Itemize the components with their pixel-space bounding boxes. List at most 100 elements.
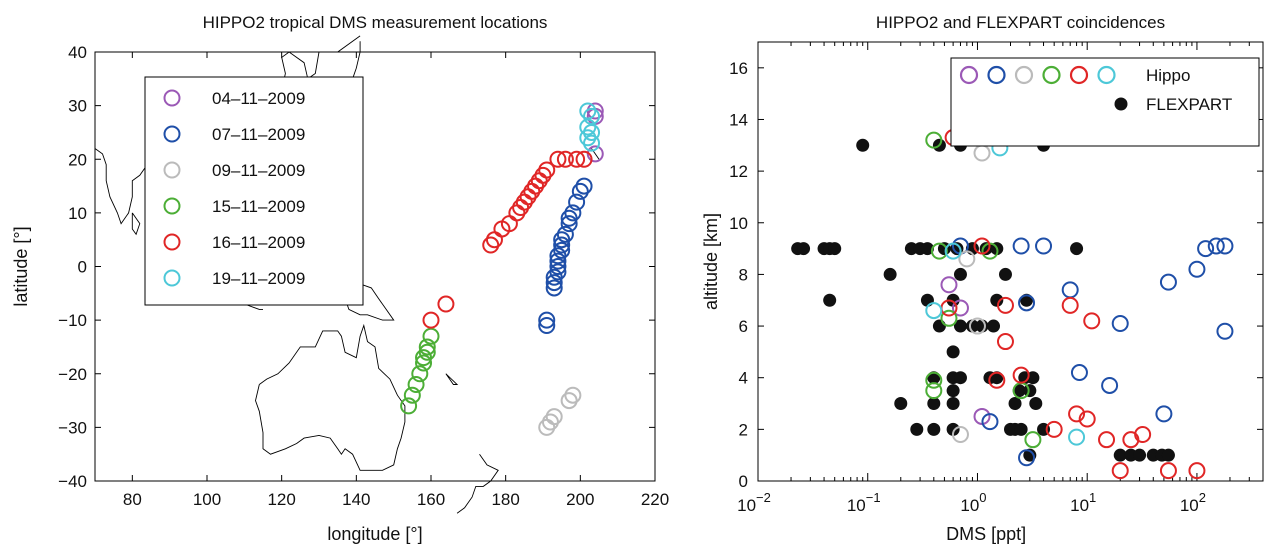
flexpart-point [953,319,967,333]
flexpart-point [946,345,960,359]
hippo-point [940,276,958,294]
hippo-point [1197,240,1215,258]
hippo-point [925,302,943,320]
flexpart-point [946,293,960,307]
map-point-1 [538,311,556,329]
dms-ytick-label: 10 [729,214,748,233]
flexpart-point [1008,397,1022,411]
map-xtick-label: 140 [342,490,370,509]
hippo-point [951,426,969,444]
flexpart-point [894,397,908,411]
map-legend-marker-3 [163,197,181,215]
map-legend-label-1: 07–11–2009 [212,125,305,144]
flexpart-point [927,397,941,411]
flexpart-point [932,319,946,333]
hippo-point [958,250,976,268]
dms-legend-hippo-marker [1097,65,1116,85]
map-legend-box [144,76,364,306]
map-xlabel: longitude [°] [327,524,422,544]
dms-xtick-label: 102 [1180,490,1206,515]
hippo-point [1111,314,1129,332]
map-point-4 [568,150,586,168]
flexpart-point [823,293,837,307]
hippo-point [1068,428,1086,446]
map-point-1 [553,241,571,259]
map-legend-label-4: 16–11–2009 [212,233,305,252]
dms-xtick-label: 100 [960,490,986,515]
flexpart-point [828,242,842,256]
flexpart-point [946,397,960,411]
coastline-segment-0 [255,323,406,471]
map-point-3 [415,354,433,372]
map-point-4 [538,161,556,179]
hippo-point [1070,364,1088,382]
coastline-segment-11 [445,373,459,385]
hippo-point [1024,431,1042,449]
hippo-point [1159,273,1177,291]
flexpart-point [998,267,1012,281]
hippo-point [925,382,943,400]
map-point-3 [403,386,421,404]
map-ytick-label: 30 [68,97,87,116]
dms-legend-flexpart-marker [1114,97,1128,111]
dms-legend-hippo-marker [1014,65,1034,85]
dms-xtick-label: 10−2 [737,490,771,515]
flexpart-point [975,319,989,333]
map-point-3 [422,327,440,345]
flexpart-point [953,371,967,385]
map-legend-label-3: 15–11–2009 [212,197,305,216]
dms-ytick-label: 16 [729,59,748,78]
map-ytick-label: 40 [68,43,87,62]
dms-legend-box [950,57,1260,147]
flexpart-point [927,422,941,436]
map-legend-marker-1 [163,125,181,143]
hippo-point [1012,366,1030,384]
flexpart-point [987,319,1001,333]
hippo-point [968,317,986,335]
flexpart-point [1133,448,1147,462]
map-point-1 [556,225,574,243]
hippo-point [1061,296,1079,314]
map-xtick-label: 80 [123,490,142,509]
map-ytick-label: 20 [68,150,87,169]
dms-title: HIPPO2 and FLEXPART coincidences [876,13,1165,32]
map-legend-marker-4 [163,233,181,251]
flexpart-point [965,319,979,333]
flexpart-point [1029,397,1043,411]
hippo-point [1159,462,1177,480]
map-legend-label-0: 04–11–2009 [212,89,305,108]
map-point-1 [545,274,563,292]
hippo-point [1012,237,1030,255]
flexpart-point [1026,371,1040,385]
map-point-3 [411,365,429,383]
coastline-segment-9 [131,212,141,236]
map-point-1 [549,252,567,270]
map-legend-marker-5 [163,269,181,287]
flexpart-point [953,267,967,281]
map-legend-marker-0 [163,89,181,107]
hippo-point [1216,322,1234,340]
hippo-point [996,296,1014,314]
hippo-point [940,309,958,327]
flexpart-point [910,422,924,436]
map-point-2 [545,408,563,426]
dms-xtick-label: 10−1 [847,490,881,515]
map-point-1 [560,215,578,233]
dms-ytick-label: 12 [729,162,748,181]
hippo-point [996,333,1014,351]
hippo-point [1101,376,1119,394]
map-point-4 [422,311,440,329]
flexpart-point [1070,242,1084,256]
map-point-1 [538,316,556,334]
map-point-4 [575,150,593,168]
map-point-3 [400,397,418,415]
hippo-point [1134,426,1152,444]
map-point-1 [575,177,593,195]
flexpart-point [920,242,934,256]
map-title: HIPPO2 tropical DMS measurement location… [203,13,548,32]
flexpart-point [990,293,1004,307]
map-point-1 [545,279,563,297]
hippo-point [1188,260,1206,278]
hippo-point [1083,312,1101,330]
hippo-point [1207,237,1225,255]
